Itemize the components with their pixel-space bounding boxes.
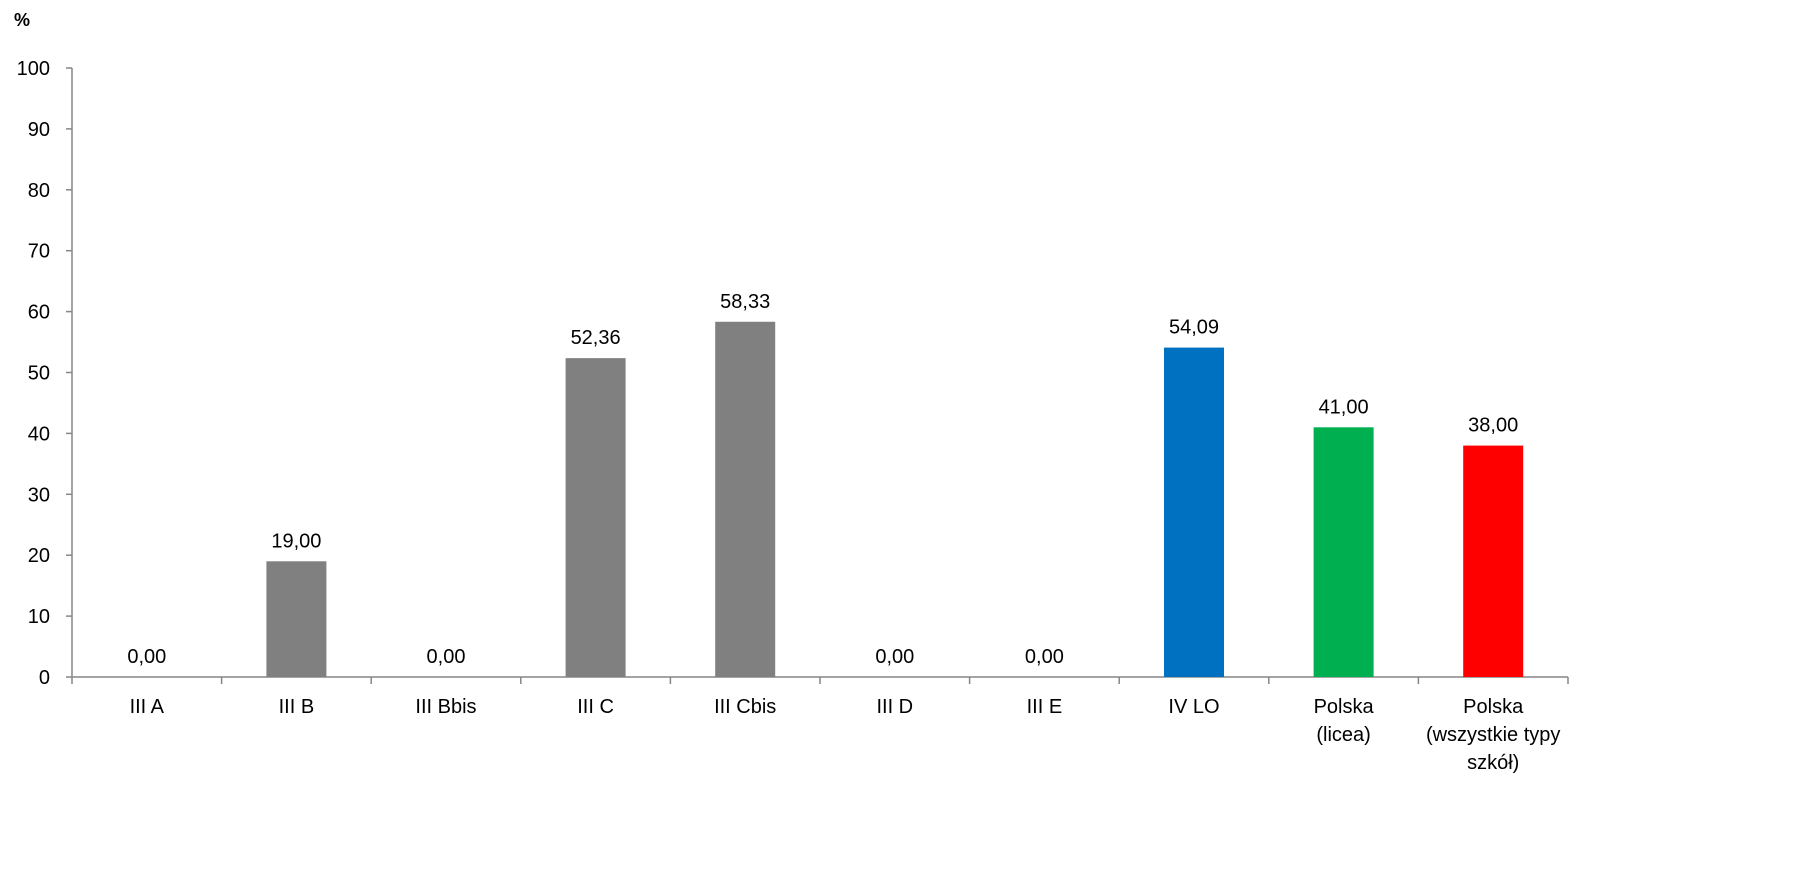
- data-label: 0,00: [427, 646, 466, 668]
- x-tick-label: Polska (wszystkie typy szkół): [1426, 696, 1560, 774]
- bar: [266, 561, 327, 677]
- data-label: 54,09: [1169, 317, 1219, 339]
- y-tick-label: 0: [39, 667, 50, 689]
- y-tick-label: 60: [28, 302, 50, 324]
- data-label: 41,00: [1319, 396, 1369, 418]
- y-tick-label: 100: [17, 58, 50, 80]
- bars: [266, 321, 1524, 677]
- data-label: 0,00: [1025, 646, 1064, 668]
- x-tick-label: III D: [876, 696, 913, 718]
- axes: 0 10 20 30 40 50 60 70 80 90 100 III A III B III Bbis…: [17, 58, 1569, 774]
- bar: [1164, 347, 1224, 677]
- x-tick-label: III A: [130, 696, 165, 718]
- bar: [565, 358, 626, 677]
- x-tick-label: III C: [577, 696, 614, 718]
- y-tick-label: 50: [28, 363, 50, 385]
- x-tick-label: IV LO: [1168, 696, 1219, 718]
- bar: [1463, 445, 1524, 677]
- x-tick-label: III Cbis: [714, 696, 776, 718]
- y-tick-label: 10: [28, 606, 50, 628]
- y-axis-unit-label: %: [14, 10, 30, 30]
- data-label: 38,00: [1468, 415, 1518, 437]
- data-labels: 0,00 19,00 0,00 52,36 58,33 0,00 0,00 54,09 41,0…: [127, 291, 1518, 668]
- y-tick-label: 30: [28, 484, 50, 506]
- y-tick-label: 70: [28, 241, 50, 263]
- y-tick-label: 20: [28, 545, 50, 567]
- data-label: 0,00: [127, 646, 166, 668]
- bar: [1313, 427, 1374, 677]
- y-tick-label: 80: [28, 180, 50, 202]
- y-tick-label: 40: [28, 423, 50, 445]
- data-label: 0,00: [875, 646, 914, 668]
- data-label: 58,33: [720, 291, 770, 313]
- y-tick-label: 90: [28, 119, 50, 141]
- x-tick-label: Polska (licea): [1314, 696, 1375, 746]
- bar: [715, 321, 776, 677]
- data-label: 19,00: [271, 530, 321, 552]
- data-label: 52,36: [571, 327, 621, 349]
- x-tick-label: III Bbis: [415, 696, 476, 718]
- x-tick-label: III B: [279, 696, 315, 718]
- x-tick-label: III E: [1027, 696, 1063, 718]
